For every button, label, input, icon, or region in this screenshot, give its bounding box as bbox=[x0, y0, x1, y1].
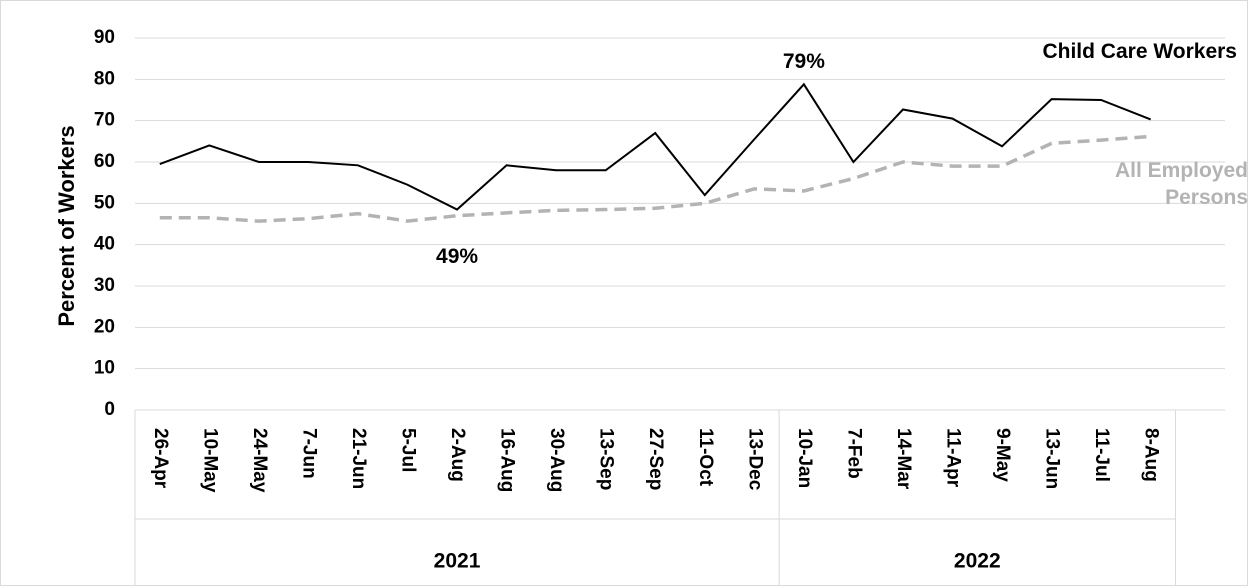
x-tick-label: 10-May bbox=[199, 428, 220, 493]
series-line bbox=[159, 134, 1151, 223]
x-tick-label: 8-Aug bbox=[1141, 428, 1162, 482]
x-tick-label: 13-Sep bbox=[596, 428, 617, 490]
group-label: 2022 bbox=[954, 550, 1001, 573]
y-tick-label: 50 bbox=[94, 192, 115, 213]
series-label: Child Care Workers bbox=[1042, 40, 1237, 63]
y-tick-label: 70 bbox=[94, 110, 115, 131]
y-tick-label: 60 bbox=[94, 151, 115, 172]
x-tick-label: 7-Feb bbox=[843, 428, 864, 479]
y-axis-label: Percent of Workers bbox=[54, 125, 79, 326]
y-tick-label: 80 bbox=[94, 68, 115, 89]
x-tick-label: 11-Apr bbox=[942, 428, 963, 488]
y-tick-label: 90 bbox=[94, 27, 115, 48]
x-tick-label: 10-Jan bbox=[794, 428, 815, 488]
x-tick-label: 7-Jun bbox=[298, 428, 319, 479]
x-tick-label: 16-Aug bbox=[497, 428, 518, 492]
x-tick-label: 27-Sep bbox=[645, 428, 666, 490]
y-tick-label: 30 bbox=[94, 275, 115, 296]
y-tick-label: 10 bbox=[94, 358, 115, 379]
x-tick-label: 26-Apr bbox=[150, 428, 171, 489]
x-tick-label: 13-Dec bbox=[744, 428, 765, 491]
x-tick-label: 30-Aug bbox=[546, 428, 567, 492]
y-tick-label: 20 bbox=[94, 316, 115, 337]
x-tick-label: 13-Jun bbox=[1042, 428, 1063, 489]
series-label: All Employed Persons bbox=[1114, 159, 1248, 209]
series-line bbox=[159, 82, 1152, 211]
x-tick-label: 2-Aug bbox=[447, 428, 468, 482]
group-label: 2021 bbox=[434, 550, 481, 573]
x-tick-label: 11-Jul bbox=[1091, 428, 1112, 482]
annotation: 79% bbox=[783, 50, 825, 73]
x-tick-label: 21-Jun bbox=[348, 428, 369, 489]
x-tick-label: 9-May bbox=[992, 428, 1013, 482]
x-tick-label: 24-May bbox=[249, 428, 270, 493]
annotation: 49% bbox=[436, 245, 478, 268]
y-tick-label: 0 bbox=[104, 399, 115, 420]
x-tick-label: 5-Jul bbox=[397, 428, 418, 472]
x-tick-label: 14-Mar bbox=[893, 428, 914, 490]
x-tick-label: 11-Oct bbox=[695, 428, 716, 487]
y-tick-label: 40 bbox=[94, 234, 115, 255]
